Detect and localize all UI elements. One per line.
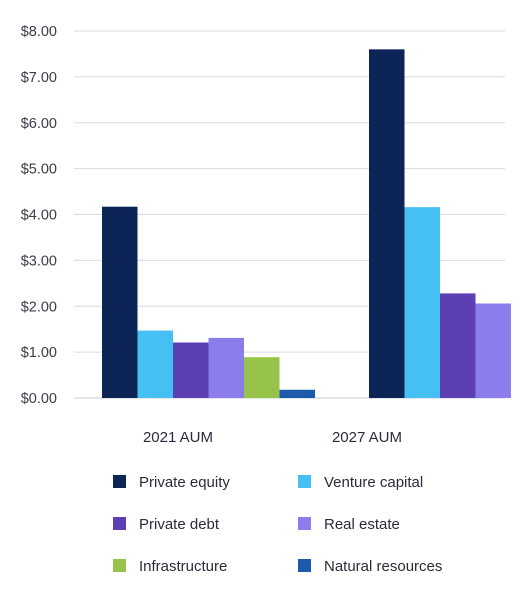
legend: Private equity Venture capital Private deb…	[113, 474, 442, 575]
bars-layer	[102, 49, 511, 398]
legend-swatch	[113, 517, 126, 530]
bar-private-debt-2027	[440, 293, 476, 398]
y-tick-label: $5.00	[21, 162, 57, 178]
bar-real-estate-2021	[208, 337, 244, 398]
legend-label: Private equity	[139, 474, 230, 491]
legend-label: Natural resources	[324, 558, 442, 575]
axis-layer: $0.00 $1.00 $2.00 $3.00 $4.00 $5.00 $6.00 $7.00…	[21, 24, 402, 446]
bar-natural-resources-2021	[279, 389, 315, 398]
y-tick-label: $8.00	[21, 24, 57, 40]
y-tick-label: $3.00	[21, 253, 57, 269]
bar-real-estate-2027	[475, 303, 511, 398]
legend-item: Private equity	[113, 474, 230, 491]
bar-venture-capital-2021	[137, 330, 173, 398]
bar-private-equity-2021	[102, 206, 138, 398]
x-category-label: 2021 AUM	[143, 429, 213, 446]
legend-label: Real estate	[324, 516, 400, 533]
legend-label: Venture capital	[324, 474, 423, 491]
x-category-label: 2027 AUM	[332, 429, 402, 446]
y-tick-label: $4.00	[21, 208, 57, 224]
legend-swatch	[298, 517, 311, 530]
legend-label: Private debt	[139, 516, 220, 533]
legend-item: Venture capital	[298, 474, 423, 491]
bar-private-debt-2021	[173, 342, 209, 398]
legend-swatch	[298, 475, 311, 488]
legend-swatch	[113, 475, 126, 488]
legend-swatch	[298, 559, 311, 572]
legend-item: Real estate	[298, 516, 400, 533]
y-tick-label: $2.00	[21, 299, 57, 315]
legend-label: Infrastructure	[139, 558, 227, 575]
bar-private-equity-2027	[369, 49, 405, 398]
legend-swatch	[113, 559, 126, 572]
y-tick-label: $0.00	[21, 391, 57, 407]
legend-item: Natural resources	[298, 558, 442, 575]
bar-venture-capital-2027	[404, 207, 440, 398]
y-tick-label: $6.00	[21, 116, 57, 132]
legend-item: Private debt	[113, 516, 220, 533]
bar-infrastructure-2021	[244, 357, 280, 398]
legend-item: Infrastructure	[113, 558, 227, 575]
y-tick-label: $1.00	[21, 345, 57, 361]
y-tick-label: $7.00	[21, 70, 57, 86]
